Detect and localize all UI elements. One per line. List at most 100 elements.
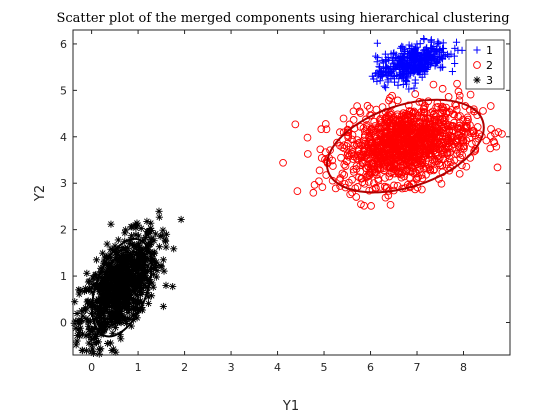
data-point-series-3 bbox=[119, 290, 127, 298]
series-2 bbox=[279, 79, 506, 210]
x-axis: 0 1 2 3 4 5 6 7 8 bbox=[88, 30, 467, 374]
x-tick-label: 3 bbox=[228, 361, 235, 374]
data-point-series-3 bbox=[160, 267, 168, 275]
data-point-series-2 bbox=[487, 125, 495, 133]
legend-marker-2 bbox=[473, 61, 481, 69]
data-point-series-2 bbox=[459, 142, 468, 151]
data-point-series-3 bbox=[99, 321, 107, 330]
data-point-series-1 bbox=[439, 48, 448, 57]
data-point-series-2 bbox=[415, 141, 423, 149]
data-point-series-1 bbox=[401, 76, 410, 84]
data-point-series-1 bbox=[428, 45, 436, 53]
data-point-series-3 bbox=[134, 221, 142, 229]
data-point-series-2 bbox=[429, 80, 438, 89]
data-point-series-3 bbox=[116, 275, 125, 283]
data-point-series-2 bbox=[461, 124, 470, 133]
data-point-series-3 bbox=[122, 319, 131, 328]
data-point-series-1 bbox=[389, 72, 397, 80]
data-point-series-3 bbox=[157, 263, 165, 271]
data-point-series-3 bbox=[111, 324, 120, 332]
data-point-series-2 bbox=[426, 145, 435, 154]
data-point-series-2 bbox=[376, 163, 384, 172]
data-point-series-2 bbox=[440, 148, 449, 157]
data-point-series-2 bbox=[393, 96, 402, 105]
data-point-series-3 bbox=[111, 314, 119, 322]
data-point-series-3 bbox=[75, 325, 83, 333]
data-point-series-2 bbox=[340, 144, 349, 153]
data-point-series-3 bbox=[73, 331, 81, 340]
data-point-series-3 bbox=[132, 224, 140, 232]
data-point-series-3 bbox=[117, 254, 125, 262]
data-point-series-2 bbox=[381, 174, 389, 182]
data-point-series-3 bbox=[162, 230, 171, 238]
data-point-series-1 bbox=[378, 56, 386, 65]
data-point-series-3 bbox=[72, 324, 80, 332]
data-point-series-3 bbox=[95, 309, 104, 317]
data-point-series-2 bbox=[420, 119, 429, 127]
data-point-series-3 bbox=[155, 213, 163, 221]
data-point-series-2 bbox=[453, 79, 461, 88]
legend-label-3: 3 bbox=[486, 74, 493, 87]
data-point-series-2 bbox=[471, 131, 479, 140]
data-point-series-3 bbox=[103, 276, 111, 285]
data-point-series-2 bbox=[414, 162, 423, 171]
data-point-series-2 bbox=[338, 143, 347, 152]
data-point-series-2 bbox=[434, 154, 443, 163]
data-point-series-1 bbox=[382, 84, 390, 92]
ellipse-layer bbox=[91, 98, 485, 338]
data-point-series-3 bbox=[124, 277, 133, 285]
data-point-series-2 bbox=[442, 142, 450, 151]
data-point-series-3 bbox=[122, 284, 130, 292]
data-point-series-3 bbox=[108, 257, 116, 265]
data-point-series-3 bbox=[76, 286, 84, 295]
data-point-series-3 bbox=[117, 281, 125, 289]
data-point-series-2 bbox=[335, 176, 344, 184]
data-point-series-1 bbox=[372, 52, 380, 60]
data-point-series-2 bbox=[470, 105, 478, 114]
data-point-series-3 bbox=[75, 286, 83, 294]
data-point-series-3 bbox=[100, 276, 108, 284]
data-point-series-3 bbox=[111, 304, 119, 312]
data-point-series-3 bbox=[129, 261, 137, 269]
data-point-series-1 bbox=[408, 54, 416, 63]
data-point-series-2 bbox=[377, 142, 386, 151]
data-point-series-2 bbox=[444, 134, 453, 143]
data-point-series-2 bbox=[368, 167, 377, 176]
data-point-series-3 bbox=[141, 253, 149, 261]
data-point-series-3 bbox=[131, 282, 139, 291]
data-point-series-2 bbox=[399, 109, 408, 117]
data-point-series-2 bbox=[435, 126, 444, 135]
y-tick-label: 4 bbox=[60, 131, 67, 144]
data-point-series-3 bbox=[121, 229, 129, 237]
data-point-series-2 bbox=[423, 160, 432, 169]
data-point-series-2 bbox=[454, 87, 463, 96]
data-point-series-2 bbox=[446, 158, 455, 167]
data-point-series-2 bbox=[418, 98, 427, 107]
data-point-series-3 bbox=[89, 281, 97, 289]
data-point-series-3 bbox=[141, 234, 150, 242]
data-point-series-3 bbox=[80, 287, 88, 295]
data-point-series-2 bbox=[342, 157, 351, 166]
data-point-series-3 bbox=[122, 226, 130, 234]
data-point-series-2 bbox=[333, 138, 341, 147]
data-point-series-3 bbox=[100, 325, 108, 333]
data-point-series-3 bbox=[76, 324, 85, 332]
data-point-series-3 bbox=[126, 315, 134, 323]
data-point-series-3 bbox=[133, 314, 141, 322]
data-point-series-3 bbox=[106, 273, 114, 282]
y-tick-label: 2 bbox=[60, 224, 67, 237]
data-point-series-2 bbox=[339, 114, 348, 123]
data-point-series-2 bbox=[377, 156, 386, 165]
data-point-series-1 bbox=[409, 53, 417, 61]
data-point-series-3 bbox=[147, 226, 156, 235]
data-point-series-3 bbox=[144, 262, 152, 270]
data-point-series-3 bbox=[137, 255, 146, 263]
data-point-series-3 bbox=[150, 249, 159, 257]
data-point-series-3 bbox=[126, 268, 134, 276]
data-point-series-1 bbox=[388, 56, 396, 64]
data-point-series-2 bbox=[422, 164, 431, 173]
data-point-series-2 bbox=[398, 153, 407, 161]
data-point-series-2 bbox=[348, 148, 357, 156]
data-point-series-3 bbox=[169, 282, 177, 291]
data-point-series-2 bbox=[492, 142, 501, 151]
